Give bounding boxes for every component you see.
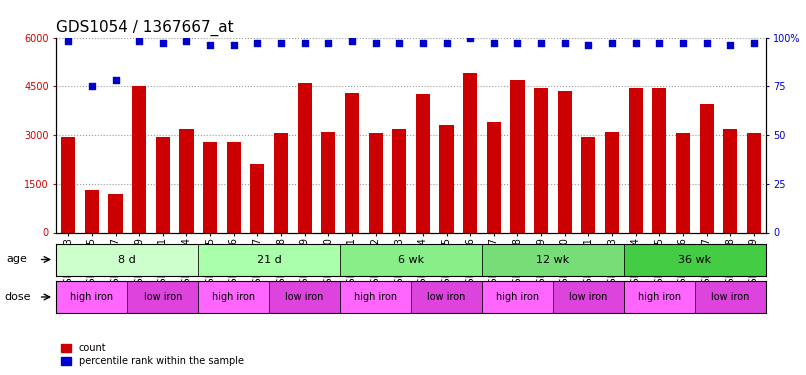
Text: 21 d: 21 d: [257, 255, 281, 265]
Bar: [487, 122, 501, 232]
Bar: [558, 91, 571, 232]
Point: [180, 38, 193, 44]
Bar: [747, 134, 761, 232]
Bar: [624, 244, 766, 276]
Point: [534, 40, 547, 46]
Text: low iron: low iron: [427, 292, 466, 302]
Text: age: age: [6, 255, 27, 264]
Bar: [482, 244, 624, 276]
Point: [440, 40, 453, 46]
Bar: [676, 134, 690, 232]
Bar: [723, 129, 737, 232]
Point: [156, 40, 169, 46]
Point: [322, 40, 334, 46]
Point: [251, 40, 264, 46]
Bar: [322, 132, 335, 232]
Bar: [340, 281, 411, 313]
Text: high iron: high iron: [638, 292, 681, 302]
Bar: [581, 136, 596, 232]
Bar: [269, 281, 340, 313]
Bar: [393, 129, 406, 232]
Bar: [482, 281, 553, 313]
Bar: [85, 190, 99, 232]
Point: [676, 40, 689, 46]
Point: [417, 40, 430, 46]
Point: [605, 40, 618, 46]
Point: [275, 40, 288, 46]
Point: [109, 77, 122, 83]
Bar: [180, 129, 193, 232]
Text: low iron: low iron: [143, 292, 182, 302]
Point: [298, 40, 311, 46]
Bar: [411, 281, 482, 313]
Text: 12 wk: 12 wk: [536, 255, 570, 265]
Bar: [695, 281, 766, 313]
Bar: [109, 194, 123, 232]
Point: [62, 38, 75, 44]
Point: [747, 40, 760, 46]
Bar: [340, 244, 482, 276]
Legend: count, percentile rank within the sample: count, percentile rank within the sample: [61, 344, 243, 366]
Point: [85, 83, 98, 89]
Bar: [297, 83, 312, 232]
Bar: [56, 281, 127, 313]
Bar: [156, 136, 170, 232]
Text: low iron: low iron: [285, 292, 324, 302]
Bar: [251, 164, 264, 232]
Bar: [56, 244, 198, 276]
Point: [488, 40, 501, 46]
Bar: [345, 93, 359, 232]
Text: low iron: low iron: [569, 292, 608, 302]
Point: [346, 38, 359, 44]
Point: [133, 38, 146, 44]
Bar: [274, 134, 288, 232]
Bar: [463, 73, 477, 232]
Point: [653, 40, 666, 46]
Text: high iron: high iron: [496, 292, 539, 302]
Bar: [198, 281, 269, 313]
Text: 36 wk: 36 wk: [678, 255, 712, 265]
Bar: [127, 281, 198, 313]
Bar: [629, 88, 642, 232]
Text: high iron: high iron: [212, 292, 256, 302]
Bar: [226, 141, 241, 232]
Point: [724, 42, 737, 48]
Text: dose: dose: [4, 292, 31, 302]
Bar: [553, 281, 624, 313]
Point: [463, 34, 476, 40]
Bar: [624, 281, 695, 313]
Point: [393, 40, 405, 46]
Point: [582, 42, 595, 48]
Point: [629, 40, 642, 46]
Bar: [203, 141, 217, 232]
Bar: [198, 244, 340, 276]
Text: 8 d: 8 d: [118, 255, 136, 265]
Point: [204, 42, 217, 48]
Text: GDS1054 / 1367667_at: GDS1054 / 1367667_at: [56, 20, 234, 36]
Point: [511, 40, 524, 46]
Bar: [368, 134, 383, 232]
Text: high iron: high iron: [354, 292, 397, 302]
Bar: [416, 94, 430, 232]
Bar: [534, 88, 548, 232]
Bar: [605, 132, 619, 232]
Bar: [132, 86, 146, 232]
Point: [700, 40, 713, 46]
Point: [227, 42, 240, 48]
Bar: [510, 80, 525, 232]
Bar: [652, 88, 667, 232]
Text: high iron: high iron: [70, 292, 114, 302]
Text: 6 wk: 6 wk: [398, 255, 424, 265]
Bar: [61, 136, 75, 232]
Point: [369, 40, 382, 46]
Text: low iron: low iron: [711, 292, 750, 302]
Bar: [439, 125, 454, 232]
Bar: [700, 104, 713, 232]
Point: [559, 40, 571, 46]
